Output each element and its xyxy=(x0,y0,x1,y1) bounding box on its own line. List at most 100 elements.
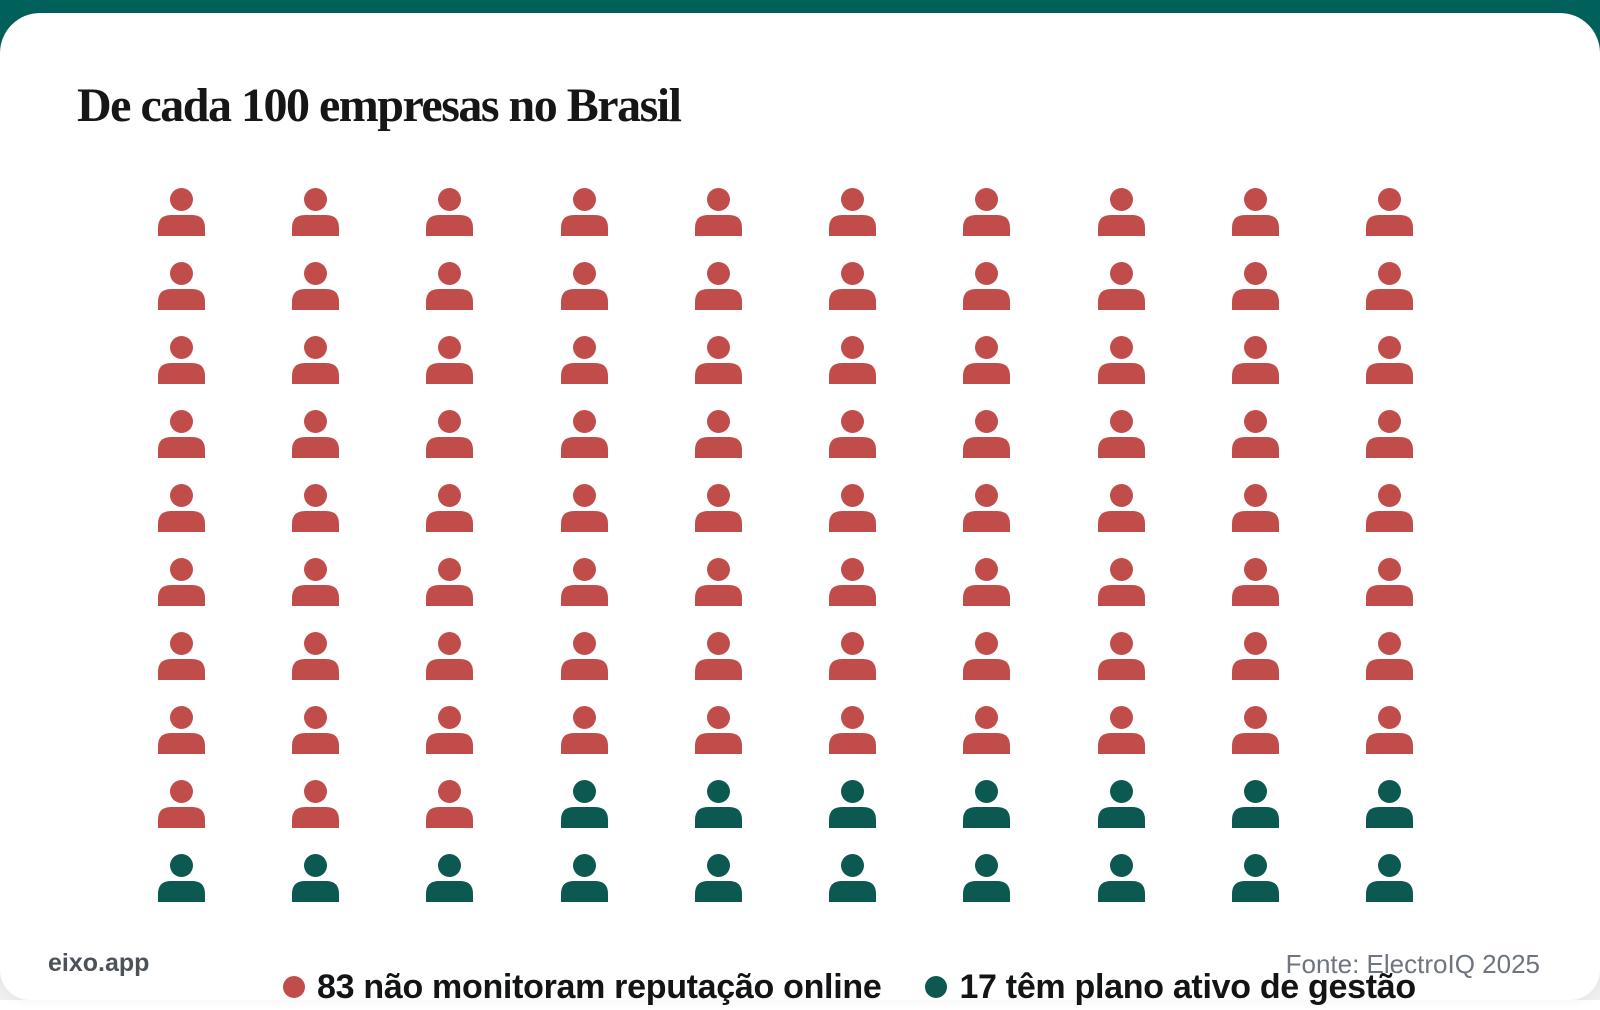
person-icon xyxy=(158,484,205,532)
person-icon xyxy=(292,188,340,236)
legend-dot-teal xyxy=(925,976,948,998)
legend-label: 17 têm plano ativo de gestão xyxy=(959,967,1416,1006)
person-icon xyxy=(292,632,340,680)
person-icon xyxy=(292,780,340,828)
person-icon xyxy=(1097,336,1145,384)
person-icon xyxy=(426,262,474,310)
person-icon xyxy=(1097,262,1145,310)
person-icon xyxy=(963,632,1011,680)
person-icon xyxy=(1097,632,1145,680)
person-icon xyxy=(560,780,608,828)
person-icon xyxy=(1365,558,1413,606)
person-icon xyxy=(694,410,742,458)
person-icon xyxy=(1231,484,1279,532)
person-icon xyxy=(1365,188,1413,236)
person-icon xyxy=(963,410,1011,458)
person-icon xyxy=(292,558,340,606)
person-icon xyxy=(1097,410,1145,458)
person-icon xyxy=(1231,410,1279,458)
person-icon xyxy=(1365,410,1413,458)
person-icon xyxy=(426,188,474,236)
person-icon xyxy=(963,262,1011,310)
person-icon xyxy=(292,484,340,532)
person-icon xyxy=(158,706,205,754)
person-icon xyxy=(158,854,205,902)
pictogram-grid xyxy=(158,188,1413,902)
legend-label: 83 não monitoram reputação online xyxy=(317,967,882,1006)
person-icon xyxy=(1097,558,1145,606)
person-icon xyxy=(1231,558,1279,606)
person-icon xyxy=(158,336,205,384)
person-icon xyxy=(158,632,205,680)
person-icon xyxy=(560,558,608,606)
person-icon xyxy=(1097,854,1145,902)
person-icon xyxy=(1097,706,1145,754)
person-icon xyxy=(292,262,340,310)
person-icon xyxy=(829,854,877,902)
person-icon xyxy=(829,336,877,384)
person-icon xyxy=(158,188,205,236)
person-icon xyxy=(1365,780,1413,828)
legend-item: 83 não monitoram reputação online xyxy=(283,967,882,1007)
person-icon xyxy=(694,706,742,754)
infographic-card: De cada 100 empresas no Brasil eixo.app … xyxy=(0,13,1600,1006)
person-icon xyxy=(829,632,877,680)
chart-title: De cada 100 empresas no Brasil xyxy=(77,79,682,132)
person-icon xyxy=(1097,780,1145,828)
person-icon xyxy=(1097,484,1145,532)
person-icon xyxy=(158,558,205,606)
person-icon xyxy=(963,854,1011,902)
person-icon xyxy=(426,484,474,532)
legend-dot-red xyxy=(283,976,305,998)
person-icon xyxy=(963,780,1011,828)
person-icon xyxy=(560,410,608,458)
person-icon xyxy=(694,632,742,680)
person-icon xyxy=(560,854,608,902)
person-icon xyxy=(1231,706,1279,754)
person-icon xyxy=(292,410,340,458)
person-icon xyxy=(1231,854,1279,902)
person-icon xyxy=(694,780,742,828)
person-icon xyxy=(963,706,1011,754)
person-icon xyxy=(560,484,608,532)
person-icon xyxy=(1231,262,1279,310)
person-icon xyxy=(426,410,474,458)
person-icon xyxy=(560,706,608,754)
person-icon xyxy=(694,336,742,384)
person-icon xyxy=(292,854,340,902)
person-icon xyxy=(1365,484,1413,532)
person-icon xyxy=(426,854,474,902)
person-icon xyxy=(560,336,608,384)
brand-watermark: eixo.app xyxy=(48,949,150,977)
person-icon xyxy=(1231,632,1279,680)
person-icon xyxy=(963,188,1011,236)
person-icon xyxy=(694,558,742,606)
person-icon xyxy=(1365,262,1413,310)
person-icon xyxy=(1097,188,1145,236)
person-icon xyxy=(1365,854,1413,902)
person-icon xyxy=(1365,706,1413,754)
person-icon xyxy=(426,558,474,606)
person-icon xyxy=(426,336,474,384)
person-icon xyxy=(829,780,877,828)
source-credit: Fonte: ElectroIQ 2025 xyxy=(1285,949,1540,979)
person-icon xyxy=(829,484,877,532)
person-icon xyxy=(426,706,474,754)
person-icon xyxy=(560,632,608,680)
person-icon xyxy=(1231,188,1279,236)
person-icon xyxy=(694,188,742,236)
person-icon xyxy=(829,188,877,236)
person-icon xyxy=(963,336,1011,384)
person-icon xyxy=(829,410,877,458)
legend-item: 17 têm plano ativo de gestão xyxy=(925,967,1416,1007)
person-icon xyxy=(829,706,877,754)
person-icon xyxy=(158,262,205,310)
person-icon xyxy=(158,410,205,458)
legend: 83 não monitoram reputação online 17 têm… xyxy=(283,964,1416,1010)
person-icon xyxy=(426,632,474,680)
person-icon xyxy=(560,262,608,310)
person-icon xyxy=(158,780,205,828)
person-icon xyxy=(292,336,340,384)
person-icon xyxy=(1365,632,1413,680)
